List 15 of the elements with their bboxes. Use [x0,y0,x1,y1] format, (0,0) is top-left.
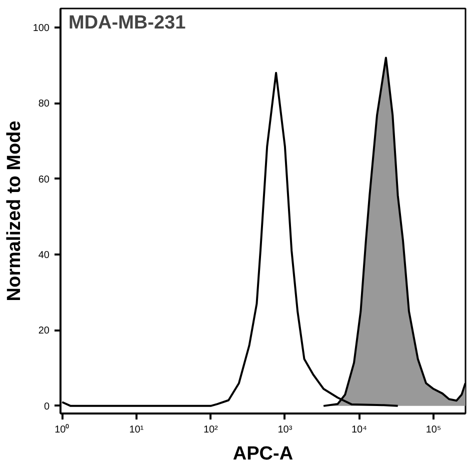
x-tick-label: 10⁵ [426,424,442,436]
y-tick-label: 80 [38,98,50,110]
x-axis-title: APC-A [232,444,294,464]
x-tick-label: 10⁴ [351,424,367,436]
x-tick-label: 10⁰ [54,424,70,436]
x-tick-label: 10³ [278,424,293,436]
y-tick-label: 20 [38,326,50,337]
y-tick-label: 100 [32,22,50,34]
y-axis-title: Normalized to Mode [4,120,25,302]
x-tick-label: 10² [203,424,219,436]
y-tick-label: 60 [38,174,50,186]
chart-title: MDA-MB-231 [68,12,186,34]
y-tick-label: 40 [38,250,50,262]
x-tick-label: 10¹ [129,424,144,436]
y-tick-label: 0 [44,401,50,412]
